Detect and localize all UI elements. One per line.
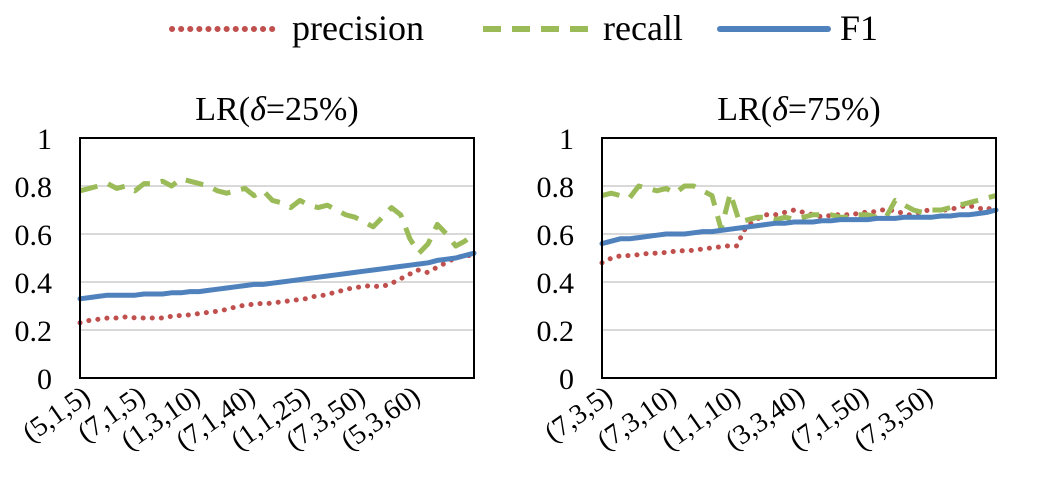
- plot-area-border: [79, 137, 475, 379]
- y-tick-label: 1: [559, 123, 574, 156]
- y-tick-label: 0: [559, 363, 574, 396]
- chart-panel-left: LR(δ=25%) 0 0.2 0.4 0.6 0.8 1 (5,1,5) (7,1,5) (1,…: [0, 88, 520, 496]
- y-tick-label: 0.2: [537, 315, 575, 348]
- line-chart-right: LR(δ=75%)00.20.40.60.81(7,3,5)(7,3,10)(1…: [537, 91, 999, 457]
- series-line-f1: [599, 207, 999, 247]
- y-tick-label: 0.6: [15, 219, 53, 252]
- y-tick-label: 0.8: [537, 171, 575, 204]
- chart-title-symbol: δ: [772, 91, 789, 128]
- chart-title-prefix: LR(: [195, 91, 250, 128]
- plot-area-border: [601, 137, 997, 379]
- legend-item-recall: recall: [483, 8, 683, 48]
- chart-legend: precision recall F1: [169, 8, 878, 48]
- chart-panel-right: LR(δ=75%) 0 0.2 0.4 0.6 0.8 1 (7,3,5) (7,3,10) (1…: [522, 88, 1042, 496]
- y-tick-label: 1: [37, 123, 52, 156]
- chart-title-suffix: =25%): [266, 91, 359, 128]
- y-tick-label: 0.4: [15, 267, 53, 300]
- y-tick-label: 0.4: [537, 267, 575, 300]
- line-chart-left: LR(δ=25%)00.20.40.60.81(5,1,5)(7,1,5)(1,…: [15, 91, 477, 457]
- legend-label-precision: precision: [292, 8, 424, 48]
- y-tick-label: 0: [37, 363, 52, 396]
- chart-title: LR(δ=25%): [195, 91, 358, 128]
- chart-title-symbol: δ: [250, 91, 267, 128]
- legend-item-precision: precision: [169, 8, 424, 48]
- series-line-precision: [77, 253, 477, 326]
- chart-title-prefix: LR(: [717, 91, 772, 128]
- series-line-f1: [77, 250, 477, 302]
- series-line-recall: [79, 176, 476, 256]
- y-tick-label: 0.2: [15, 315, 53, 348]
- y-tick-label: 0.6: [537, 219, 575, 252]
- legend-label-recall: recall: [603, 8, 683, 48]
- series-line-recall: [601, 183, 997, 232]
- legend-label-f1: F1: [840, 8, 878, 48]
- chart-title: LR(δ=75%): [717, 91, 880, 128]
- chart-title-suffix: =75%): [788, 91, 881, 128]
- legend-item-f1: F1: [717, 8, 878, 48]
- y-tick-label: 0.8: [15, 171, 53, 204]
